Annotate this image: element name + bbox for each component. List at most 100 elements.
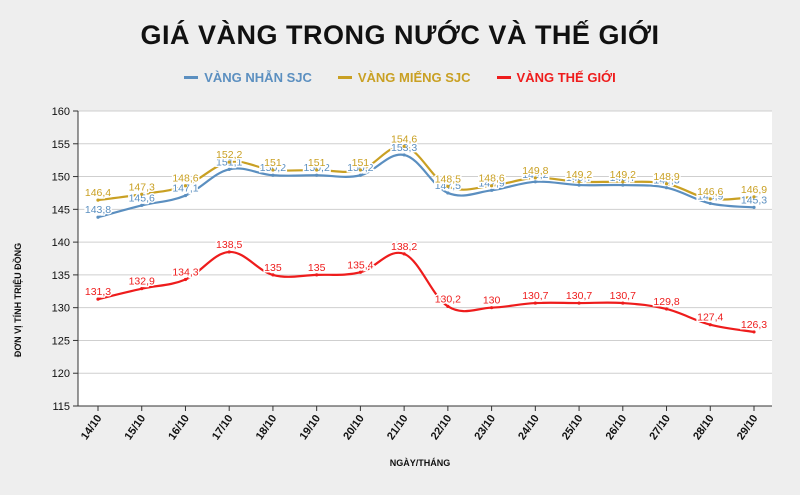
x-tick-label: 26/10 [604, 413, 630, 442]
data-point-vang-the-gioi [271, 273, 275, 277]
data-point-vang-mieng [315, 168, 319, 172]
data-point-vang-the-gioi [446, 304, 450, 308]
data-label-vang-nhan: 143,8 [85, 204, 111, 216]
x-tick-label: 20/10 [341, 413, 367, 442]
series-line-vang-mieng [97, 145, 755, 202]
legend-swatch-vang-the-gioi [496, 76, 511, 79]
data-point-vang-mieng [96, 198, 100, 202]
data-label-vang-nhan: 147,9 [478, 177, 504, 189]
data-label-vang-nhan: 148,7 [610, 172, 636, 184]
data-point-vang-the-gioi [183, 277, 188, 282]
data-point-vang-the-gioi [227, 250, 231, 254]
data-point-vang-the-gioi [752, 330, 756, 334]
data-point-vang-nhan [227, 167, 231, 171]
legend-label-vang-mieng: VÀNG MIẾNG SJC [357, 70, 471, 85]
y-tick-label: 150 [52, 172, 70, 184]
data-label-vang-the-gioi: 131,3 [85, 286, 111, 298]
data-point-vang-mieng [358, 168, 362, 172]
data-point-vang-the-gioi [664, 307, 669, 311]
x-tick-label: 17/10 [210, 413, 236, 442]
data-label-vang-mieng: 151 [264, 157, 282, 169]
data-point-vang-the-gioi [96, 297, 100, 301]
data-label-vang-the-gioi: 135 [264, 262, 282, 274]
x-tick-label: 14/10 [79, 413, 105, 442]
y-tick-label: 155 [52, 139, 70, 151]
data-label-vang-the-gioi: 135 [308, 262, 326, 274]
x-tick-label: 29/10 [735, 413, 761, 442]
data-point-vang-mieng [621, 180, 625, 184]
data-point-vang-nhan [358, 173, 362, 177]
data-point-vang-nhan [664, 186, 669, 190]
data-point-vang-mieng [227, 160, 231, 164]
data-point-vang-mieng [708, 197, 712, 201]
data-label-vang-the-gioi: 138,5 [216, 239, 242, 251]
series-line-vang-the-gioi [97, 250, 755, 334]
plot-area [78, 111, 772, 406]
data-label-vang-the-gioi: 138,2 [391, 241, 417, 253]
x-tick-label: 19/10 [298, 413, 324, 442]
data-label-vang-mieng: 154,6 [391, 133, 417, 145]
data-point-vang-mieng [183, 184, 188, 188]
series-line-vang-nhan [97, 153, 755, 219]
x-tick-label: 24/10 [516, 413, 542, 442]
y-tick-label: 160 [52, 106, 70, 118]
data-point-vang-nhan [315, 173, 319, 177]
data-point-vang-nhan [708, 201, 712, 206]
data-label-vang-the-gioi: 130,7 [522, 290, 548, 302]
data-point-vang-nhan [577, 183, 581, 187]
data-label-vang-mieng: 147,3 [129, 181, 155, 193]
data-point-vang-mieng [664, 182, 669, 186]
y-tick-label: 140 [52, 237, 70, 249]
legend-item-vang-the-gioi: VÀNG THẾ GIỚI [496, 70, 616, 85]
data-label-vang-the-gioi: 135,4 [347, 259, 373, 271]
data-label-vang-the-gioi: 130 [483, 295, 501, 307]
y-tick-label: 135 [52, 270, 70, 282]
data-point-vang-the-gioi [621, 301, 625, 305]
data-point-vang-mieng [402, 144, 406, 148]
data-point-vang-the-gioi [358, 270, 362, 274]
data-point-vang-mieng [140, 192, 144, 196]
data-label-vang-the-gioi: 134,3 [172, 266, 198, 278]
x-tick-label: 18/10 [254, 413, 280, 442]
legend-item-vang-nhan: VÀNG NHẪN SJC [184, 70, 312, 85]
data-label-vang-nhan: 150,2 [347, 162, 373, 174]
data-label-vang-the-gioi: 127,4 [697, 312, 723, 324]
data-point-vang-mieng [533, 176, 537, 180]
data-label-vang-mieng: 148,5 [435, 173, 461, 185]
x-tick-label: 21/10 [385, 413, 411, 442]
x-axis-label: NGÀY/THÁNG [389, 458, 451, 468]
legend-swatch-vang-nhan [184, 76, 199, 79]
data-point-vang-nhan [402, 153, 406, 157]
data-point-vang-the-gioi [315, 273, 319, 277]
y-tick-label: 125 [52, 335, 70, 347]
data-label-vang-nhan: 145,6 [129, 192, 155, 204]
data-label-vang-mieng: 148,6 [172, 173, 198, 185]
data-point-vang-nhan [96, 215, 100, 219]
data-label-vang-the-gioi: 130,7 [566, 290, 592, 302]
x-tick-label: 15/10 [123, 413, 149, 442]
data-point-vang-mieng [577, 180, 581, 184]
data-point-vang-mieng [752, 195, 756, 199]
data-point-vang-mieng [271, 168, 275, 172]
legend-label-vang-the-gioi: VÀNG THẾ GIỚI [516, 70, 616, 85]
x-tick-label: 25/10 [560, 413, 586, 442]
legend-label-vang-nhan: VÀNG NHẪN SJC [204, 70, 312, 85]
data-label-vang-the-gioi: 126,3 [741, 319, 767, 331]
data-label-vang-mieng: 152,2 [216, 149, 242, 161]
legend-swatch-vang-mieng [337, 76, 352, 79]
data-label-vang-mieng: 146,6 [697, 186, 723, 198]
data-label-vang-mieng: 149,2 [610, 169, 636, 181]
data-point-vang-nhan [183, 193, 188, 198]
x-tick-label: 27/10 [647, 413, 673, 442]
data-label-vang-nhan: 145,9 [697, 190, 723, 202]
y-tick-label: 145 [52, 204, 70, 216]
y-tick-label: 120 [52, 368, 70, 380]
data-label-vang-nhan: 150,2 [304, 162, 330, 174]
data-point-vang-the-gioi [577, 301, 581, 305]
data-label-vang-mieng: 149,2 [566, 169, 592, 181]
data-label-vang-nhan: 149,2 [522, 169, 548, 181]
data-point-vang-nhan [621, 183, 625, 187]
data-point-vang-nhan [140, 203, 144, 207]
data-label-vang-nhan: 147,1 [172, 183, 198, 195]
